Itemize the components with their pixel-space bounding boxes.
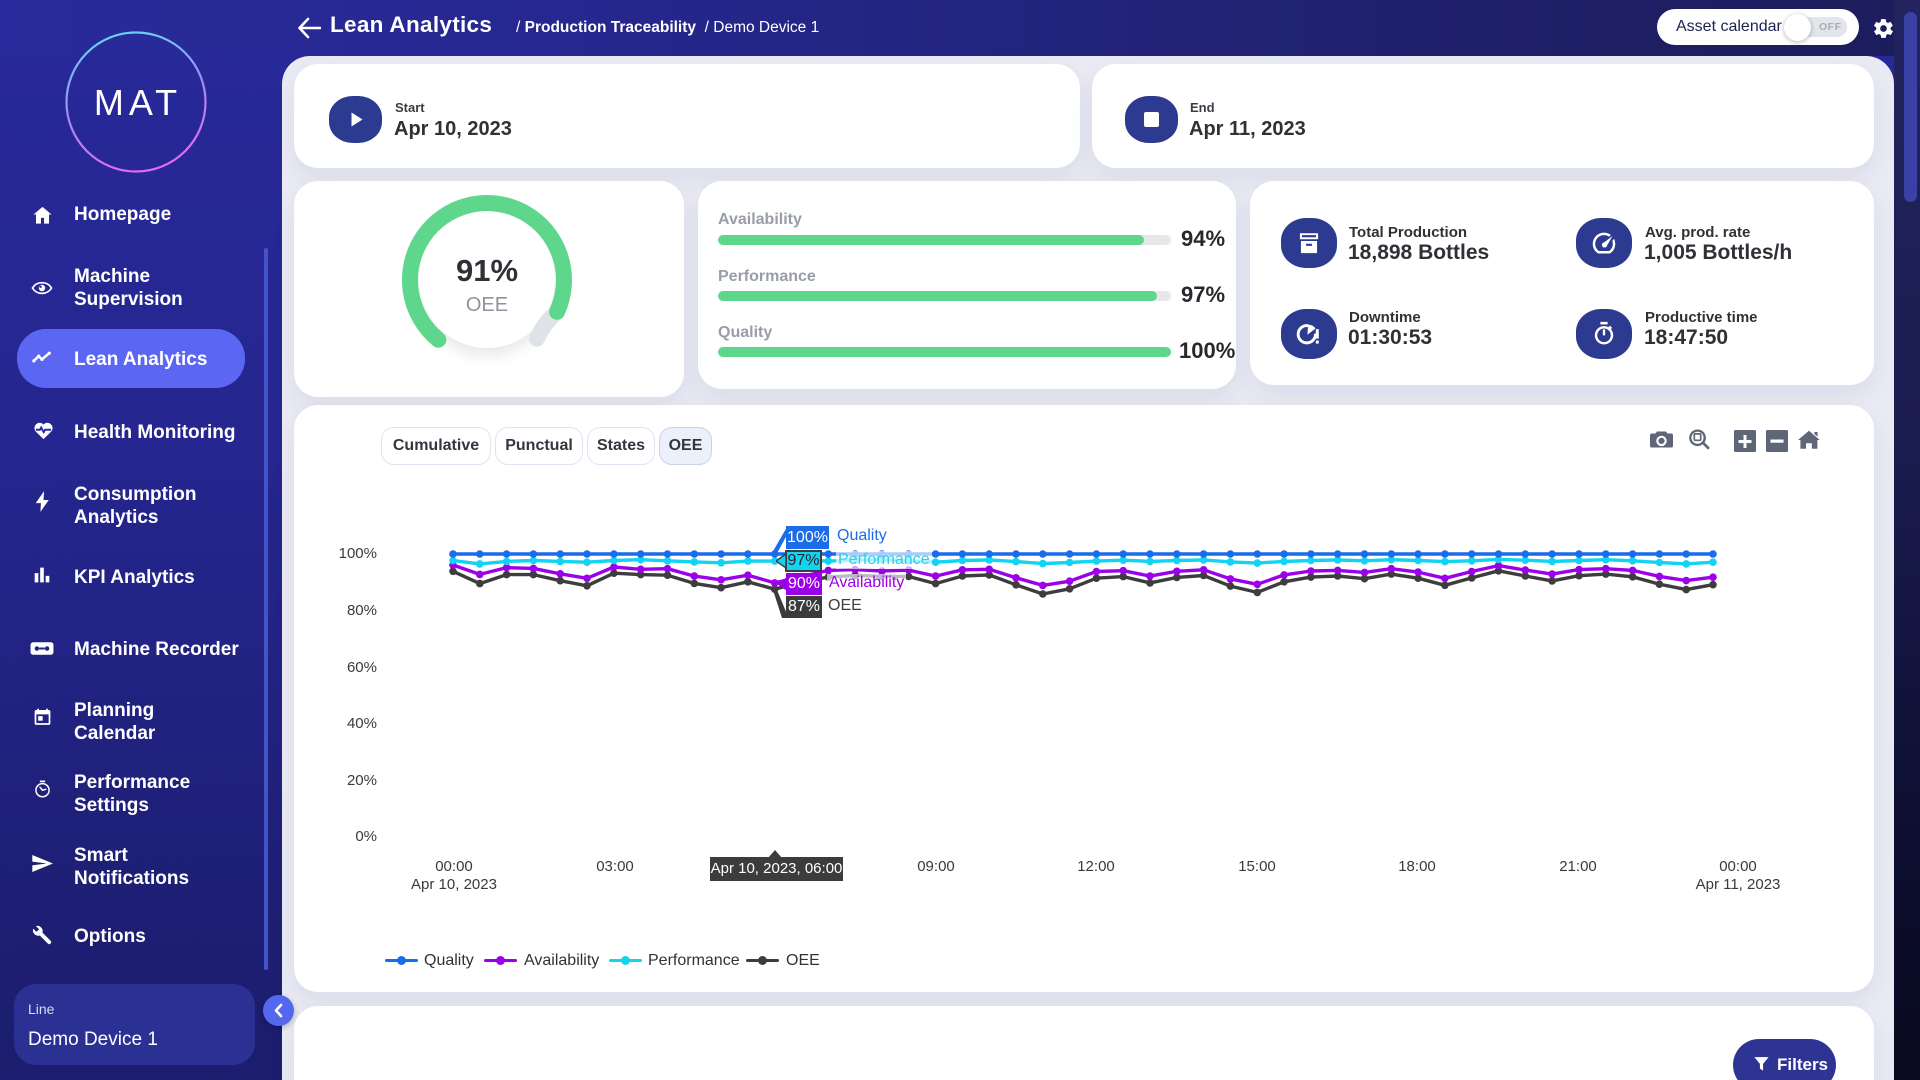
svg-text:MAT: MAT <box>94 82 182 123</box>
